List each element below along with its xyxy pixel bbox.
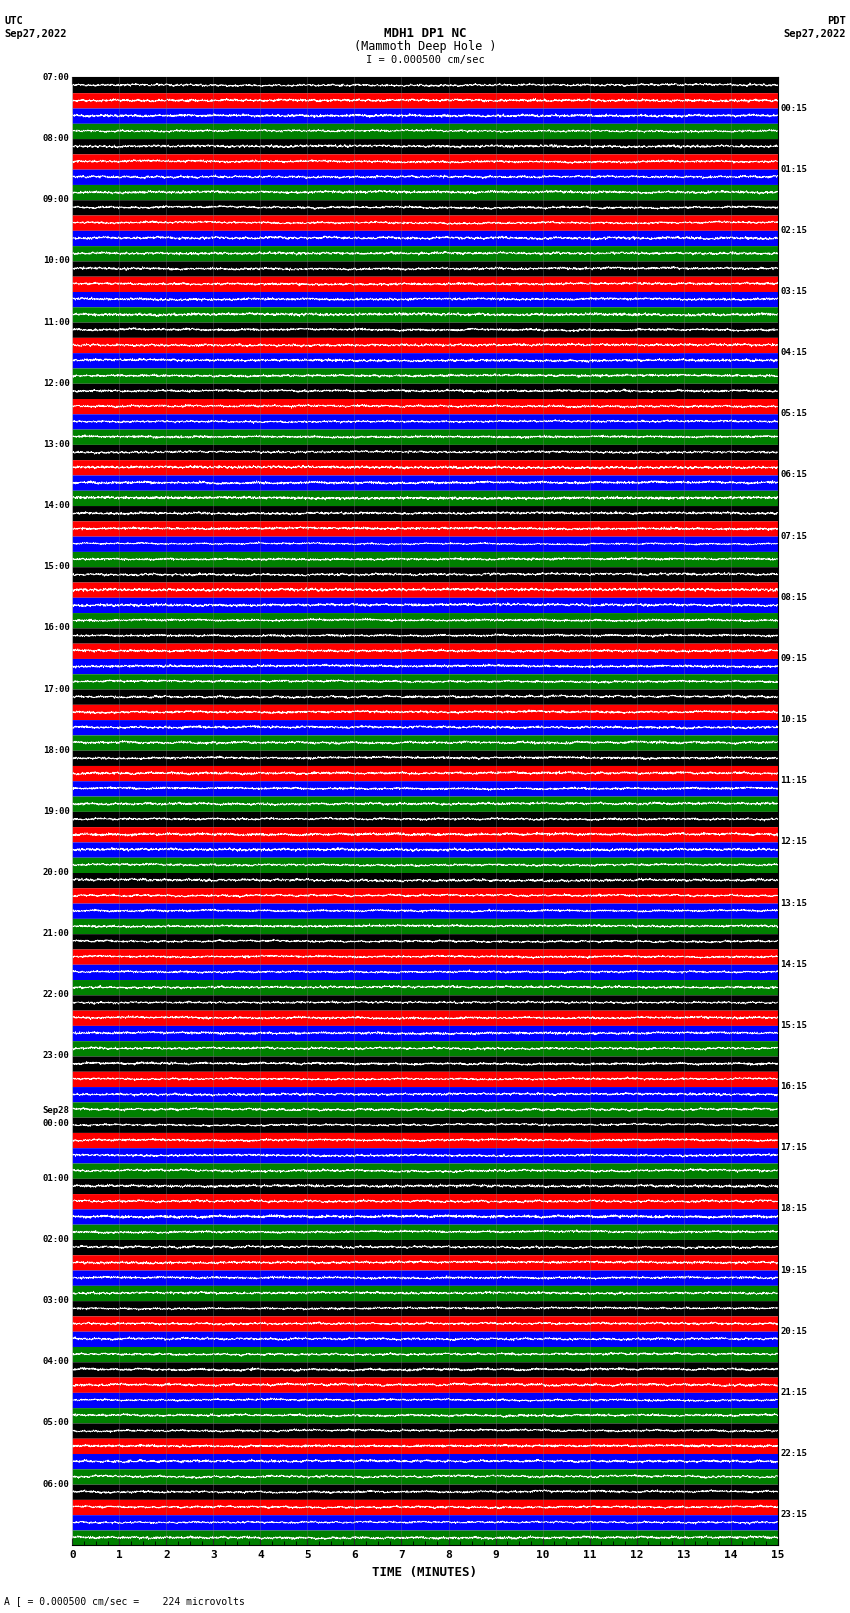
Text: Sep27,2022: Sep27,2022 — [783, 29, 846, 39]
Text: 17:00: 17:00 — [42, 684, 70, 694]
Text: 13:15: 13:15 — [780, 898, 808, 908]
Text: PDT: PDT — [827, 16, 846, 26]
Text: 09:15: 09:15 — [780, 653, 808, 663]
Text: 06:15: 06:15 — [780, 471, 808, 479]
Text: 20:00: 20:00 — [42, 868, 70, 877]
Text: 18:15: 18:15 — [780, 1205, 808, 1213]
Text: 23:00: 23:00 — [42, 1052, 70, 1060]
Text: 14:00: 14:00 — [42, 502, 70, 510]
Text: Sep27,2022: Sep27,2022 — [4, 29, 67, 39]
Text: 10:15: 10:15 — [780, 715, 808, 724]
Text: 08:00: 08:00 — [42, 134, 70, 144]
Text: 20:15: 20:15 — [780, 1327, 808, 1336]
Text: 16:15: 16:15 — [780, 1082, 808, 1090]
Text: MDH1 DP1 NC: MDH1 DP1 NC — [383, 27, 467, 40]
Text: 22:00: 22:00 — [42, 990, 70, 1000]
Text: 07:15: 07:15 — [780, 532, 808, 540]
Text: 16:00: 16:00 — [42, 623, 70, 632]
Text: 01:15: 01:15 — [780, 165, 808, 174]
Text: 22:15: 22:15 — [780, 1448, 808, 1458]
Text: 05:00: 05:00 — [42, 1418, 70, 1428]
Text: 19:15: 19:15 — [780, 1266, 808, 1274]
Text: 07:00: 07:00 — [42, 73, 70, 82]
Text: (Mammoth Deep Hole ): (Mammoth Deep Hole ) — [354, 40, 496, 53]
Text: 00:15: 00:15 — [780, 103, 808, 113]
Text: Sep28: Sep28 — [42, 1107, 70, 1115]
Text: A [ = 0.000500 cm/sec =    224 microvolts: A [ = 0.000500 cm/sec = 224 microvolts — [4, 1597, 245, 1607]
Text: 21:15: 21:15 — [780, 1387, 808, 1397]
Text: 04:00: 04:00 — [42, 1357, 70, 1366]
Text: 01:00: 01:00 — [42, 1174, 70, 1182]
X-axis label: TIME (MINUTES): TIME (MINUTES) — [372, 1566, 478, 1579]
Text: 13:00: 13:00 — [42, 440, 70, 448]
Text: 02:00: 02:00 — [42, 1236, 70, 1244]
Text: 17:15: 17:15 — [780, 1144, 808, 1152]
Text: 21:00: 21:00 — [42, 929, 70, 939]
Text: 23:15: 23:15 — [780, 1510, 808, 1519]
Text: 03:00: 03:00 — [42, 1297, 70, 1305]
Text: 10:00: 10:00 — [42, 256, 70, 266]
Text: 11:15: 11:15 — [780, 776, 808, 786]
Text: 19:00: 19:00 — [42, 806, 70, 816]
Text: 04:15: 04:15 — [780, 348, 808, 356]
Text: 14:15: 14:15 — [780, 960, 808, 969]
Text: 11:00: 11:00 — [42, 318, 70, 326]
Text: 05:15: 05:15 — [780, 410, 808, 418]
Text: 06:00: 06:00 — [42, 1479, 70, 1489]
Text: 09:00: 09:00 — [42, 195, 70, 205]
Text: I = 0.000500 cm/sec: I = 0.000500 cm/sec — [366, 55, 484, 65]
Text: 02:15: 02:15 — [780, 226, 808, 235]
Text: 15:00: 15:00 — [42, 563, 70, 571]
Text: UTC: UTC — [4, 16, 23, 26]
Text: 15:15: 15:15 — [780, 1021, 808, 1029]
Text: 12:00: 12:00 — [42, 379, 70, 387]
Text: 08:15: 08:15 — [780, 594, 808, 602]
Text: 12:15: 12:15 — [780, 837, 808, 847]
Text: 03:15: 03:15 — [780, 287, 808, 295]
Text: 00:00: 00:00 — [42, 1119, 70, 1127]
Text: 18:00: 18:00 — [42, 745, 70, 755]
